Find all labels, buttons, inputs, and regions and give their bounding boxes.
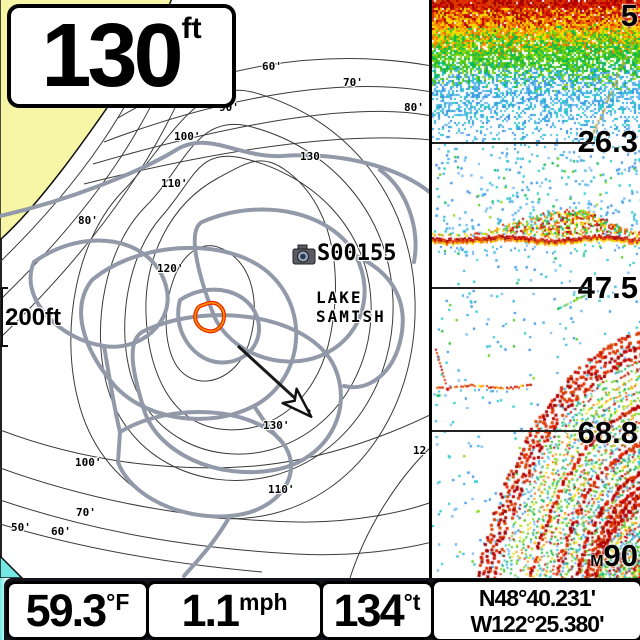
longitude-value: W122°25.380' [470, 610, 604, 637]
status-bar: 59.3 °F 1.1 mph 134 °t N48°40.231' W122°… [4, 578, 640, 640]
lake-name-label: LAKE SAMISH [316, 288, 386, 326]
shallow-water-sliver [0, 578, 5, 640]
temperature-unit: °F [106, 589, 130, 615]
heading-value: 134 [333, 584, 405, 636]
speed-value: 1.1 [181, 584, 240, 636]
heading-unit: °t [403, 589, 421, 615]
depth-readout: 130 ft [7, 4, 236, 108]
heading-readout: 134 °t [320, 581, 434, 640]
gps-track [0, 140, 429, 578]
boat-icon [281, 387, 313, 419]
speed-readout: 1.1 mph [146, 581, 323, 640]
map-scale-label: 200ft [5, 304, 62, 331]
camera-waypoint-icon[interactable] [292, 244, 316, 265]
temperature-value: 59.3 [25, 584, 108, 636]
position-readout: N48°40.231' W122°25.380' [431, 579, 640, 640]
speed-unit: mph [239, 589, 288, 615]
sonar-echogram [432, 0, 640, 578]
sonar-panel[interactable]: 5 26.3 47.5 68.8 M90 [429, 0, 640, 578]
waypoint-label[interactable]: S00155 [317, 241, 397, 266]
latitude-value: N48°40.231' [478, 584, 596, 611]
depth-unit: ft [181, 12, 202, 45]
depth-value: 130 [41, 6, 183, 106]
map-panel[interactable]: 60' 70' 80' 90' 100' 130 110' 80' 120' 130' 110' 10… [0, 0, 429, 578]
highlight-ring [193, 300, 227, 334]
temperature-readout: 59.3 °F [6, 581, 149, 640]
shallow-water-area [0, 554, 24, 578]
map-scale-bracket [0, 287, 8, 347]
